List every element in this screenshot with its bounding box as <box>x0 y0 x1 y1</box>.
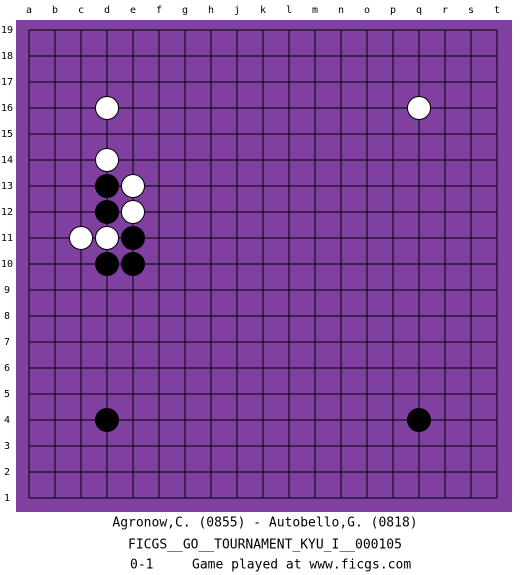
result: 0-1 <box>130 558 153 573</box>
row-label: 18 <box>1 51 13 62</box>
stone <box>95 408 119 432</box>
column-label: e <box>130 5 136 16</box>
column-label: l <box>286 5 292 16</box>
column-label: c <box>78 5 84 16</box>
row-label: 10 <box>1 259 13 270</box>
stone <box>69 226 93 250</box>
row-label: 17 <box>1 77 13 88</box>
stone <box>121 226 145 250</box>
row-label: 19 <box>1 25 13 36</box>
column-label: d <box>104 5 110 16</box>
column-label: k <box>260 5 266 16</box>
row-label: 12 <box>1 207 13 218</box>
column-label: p <box>390 5 396 16</box>
row-label: 9 <box>4 285 10 296</box>
stone <box>95 226 119 250</box>
row-label: 8 <box>4 311 10 322</box>
stone <box>121 174 145 198</box>
stone <box>95 148 119 172</box>
row-label: 2 <box>4 467 10 478</box>
players: Agronow,C. (0855) - Autobello,G. (0818) <box>112 516 417 531</box>
column-label: j <box>234 5 240 16</box>
column-label: q <box>416 5 422 16</box>
row-label: 15 <box>1 129 13 140</box>
row-label: 1 <box>4 493 10 504</box>
column-label: t <box>494 5 500 16</box>
row-label: 13 <box>1 181 13 192</box>
column-label: m <box>312 5 318 16</box>
row-label: 7 <box>4 337 10 348</box>
column-label: r <box>442 5 448 16</box>
row-label: 14 <box>1 155 13 166</box>
row-label: 4 <box>4 415 10 426</box>
column-label: f <box>156 5 162 16</box>
column-label: s <box>468 5 474 16</box>
stone <box>95 200 119 224</box>
stone <box>407 96 431 120</box>
column-label: g <box>182 5 188 16</box>
event: FICGS__GO__TOURNAMENT_KYU_I__000105 <box>128 538 402 553</box>
stone <box>407 408 431 432</box>
row-label: 6 <box>4 363 10 374</box>
column-label: n <box>338 5 344 16</box>
stone <box>95 174 119 198</box>
board <box>16 20 512 512</box>
column-label: b <box>52 5 58 16</box>
column-label: a <box>26 5 32 16</box>
stone <box>121 252 145 276</box>
row-label: 11 <box>1 233 13 244</box>
stone <box>95 252 119 276</box>
row-label: 5 <box>4 389 10 400</box>
stone <box>121 200 145 224</box>
site: Game played at www.ficgs.com <box>192 558 411 573</box>
row-label: 16 <box>1 103 13 114</box>
column-label: h <box>208 5 214 16</box>
stone <box>95 96 119 120</box>
column-label: o <box>364 5 370 16</box>
row-label: 3 <box>4 441 10 452</box>
